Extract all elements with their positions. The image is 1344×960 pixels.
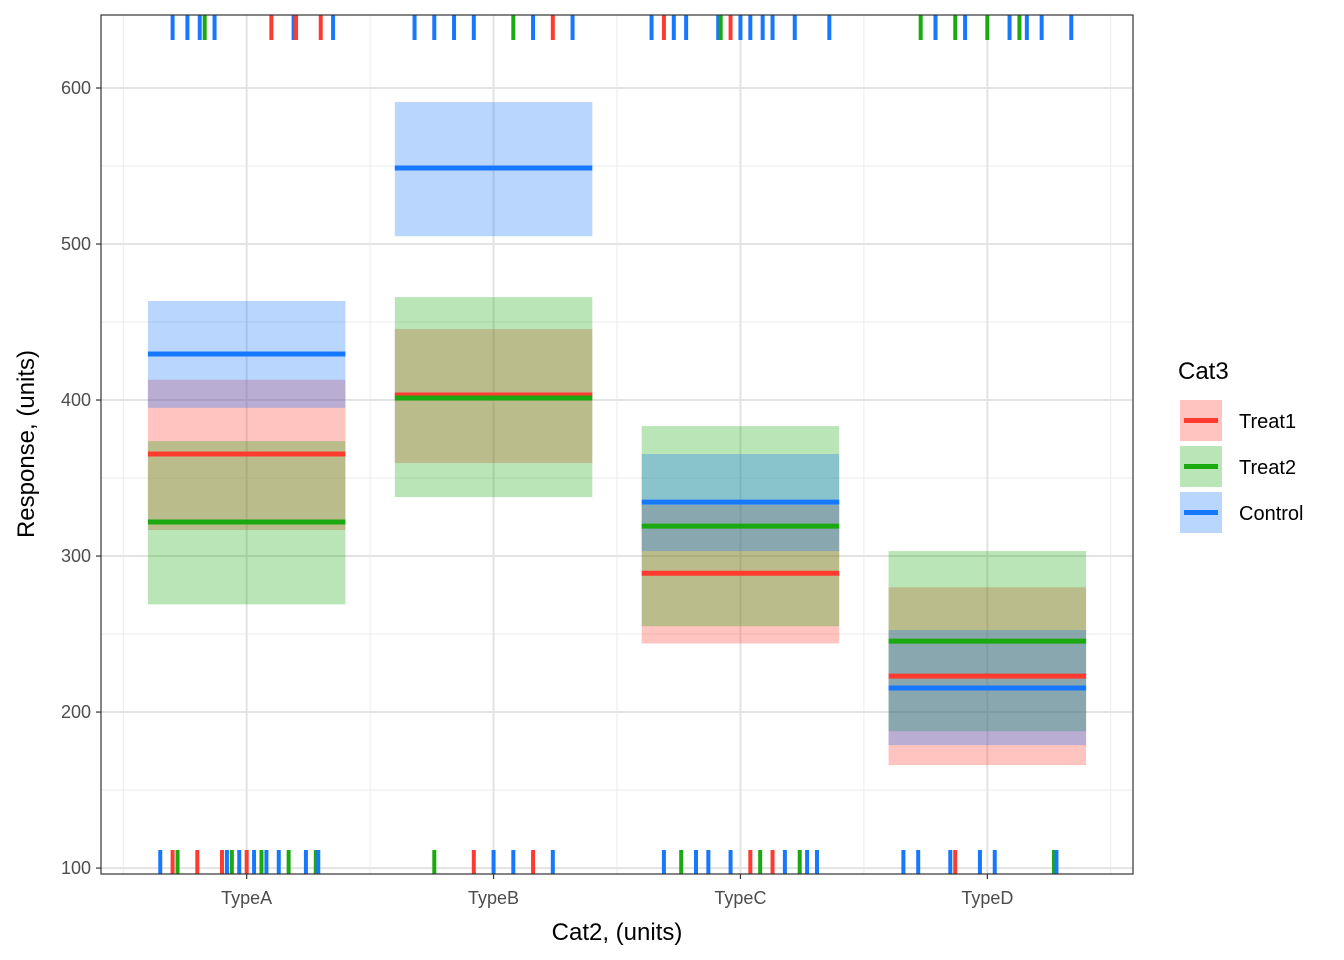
legend-label: Control — [1239, 503, 1303, 525]
x-tick-label: TypeC — [714, 888, 766, 908]
axes: 100 200 300 400 500 600 TypeA TypeB TypeC TypeD — [61, 78, 1013, 908]
y-tick-label: 200 — [61, 702, 91, 722]
panel-border — [100, 14, 1134, 875]
y-axis-title: Response, (units) — [13, 350, 40, 538]
y-tick-label: 100 — [61, 858, 91, 878]
x-tick-label: TypeA — [221, 888, 272, 908]
legend-title: Cat3 — [1178, 358, 1229, 385]
ribbons — [147, 102, 1087, 766]
grid — [101, 15, 1133, 874]
y-tick-label: 300 — [61, 546, 91, 566]
legend: Cat3 Treat1 Treat2 Control — [1178, 358, 1303, 533]
y-tick-label: 500 — [61, 234, 91, 254]
x-tick-label: TypeB — [468, 888, 519, 908]
x-tick-label: TypeD — [961, 888, 1013, 908]
y-tick-label: 400 — [61, 390, 91, 410]
legend-label: Treat1 — [1239, 411, 1296, 433]
rugs — [158, 15, 1074, 874]
x-axis-title: Cat2, (units) — [552, 919, 683, 946]
y-tick-label: 600 — [61, 78, 91, 98]
legend-label: Treat2 — [1239, 457, 1296, 479]
